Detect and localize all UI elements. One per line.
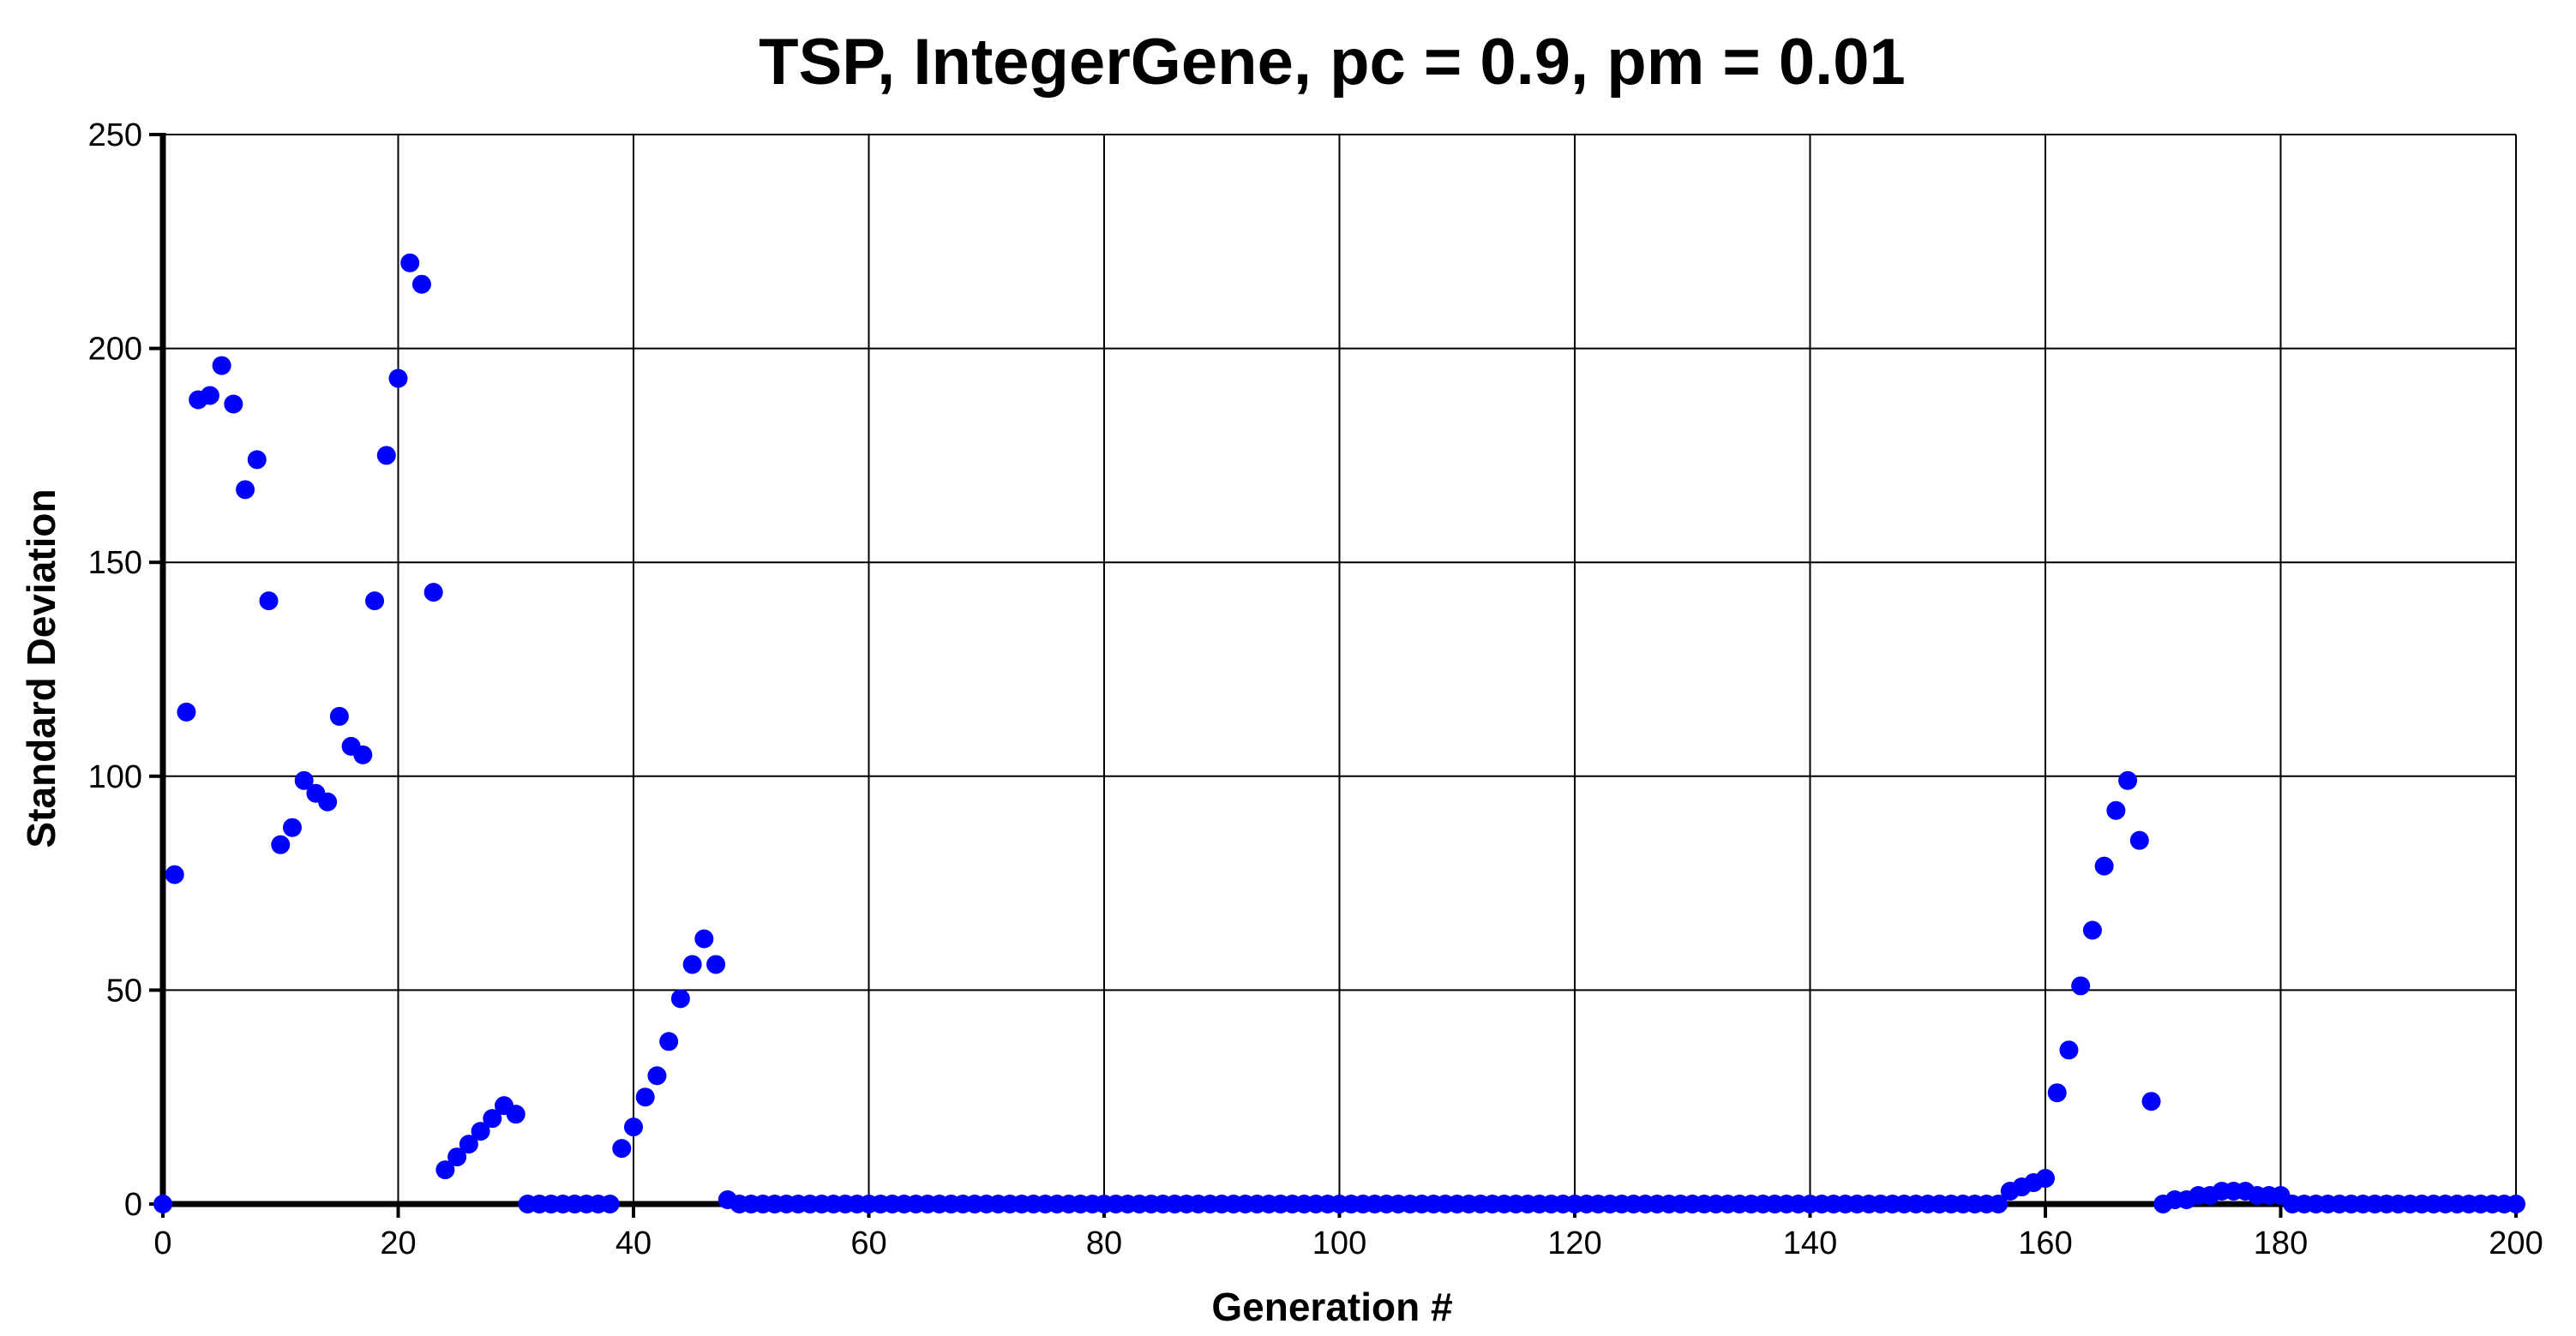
data-point: [271, 835, 291, 854]
x-tick-label: 100: [1312, 1225, 1366, 1261]
axes: [159, 133, 2516, 1207]
x-tick-label: 160: [2018, 1225, 2072, 1261]
data-point: [2071, 976, 2091, 996]
data-point: [459, 1135, 478, 1154]
data-point: [2059, 1040, 2079, 1060]
data-point: [2129, 830, 2149, 850]
data-point: [247, 450, 267, 470]
data-point: [411, 274, 431, 294]
data-point: [2106, 800, 2126, 820]
data-point: [2094, 856, 2114, 876]
data-point: [259, 591, 279, 611]
y-tick-label: 100: [88, 759, 142, 795]
y-tick-label: 50: [106, 973, 142, 1009]
data-point: [659, 1032, 679, 1051]
data-point: [706, 955, 726, 974]
x-tick-label: 180: [2254, 1225, 2308, 1261]
y-tick-label: 150: [88, 545, 142, 581]
data-point: [1989, 1195, 2009, 1213]
chart-title: TSP, IntegerGene, pc = 0.9, pm = 0.01: [759, 26, 1906, 99]
x-tick-label: 200: [2489, 1225, 2543, 1261]
data-point: [447, 1147, 467, 1167]
data-point: [212, 356, 231, 375]
x-tick-label: 80: [1086, 1225, 1122, 1261]
data-point: [2507, 1195, 2525, 1213]
x-tick-label: 20: [380, 1225, 416, 1261]
data-point: [318, 792, 338, 812]
data-point: [694, 929, 714, 949]
data-point: [471, 1122, 490, 1141]
data-point: [506, 1105, 525, 1124]
y-axis-label: Standard Deviation: [19, 488, 63, 848]
y-tick-label: 200: [88, 332, 142, 368]
data-point: [353, 745, 373, 764]
data-point: [294, 770, 314, 790]
x-axis-ticks: 0 20 40 60 80 100 120 140 160 180 200: [153, 1204, 2543, 1261]
grid: [163, 134, 2517, 1204]
data-point: [624, 1117, 643, 1137]
x-tick-label: 60: [850, 1225, 886, 1261]
data-point: [483, 1109, 502, 1129]
y-axis-ticks: 0 50 100 150 200 250: [88, 117, 163, 1223]
data-point: [400, 253, 420, 273]
data-point: [282, 818, 302, 837]
data-point: [376, 446, 396, 465]
data-point: [670, 989, 690, 1009]
x-tick-label: 40: [615, 1225, 652, 1261]
x-tick-label: 140: [1783, 1225, 1837, 1261]
data-point: [153, 1195, 172, 1213]
x-tick-label: 120: [1547, 1225, 1601, 1261]
data-point: [2036, 1169, 2055, 1189]
data-point: [2118, 770, 2138, 790]
data-points: [153, 253, 2525, 1213]
data-point: [388, 368, 408, 388]
data-point: [423, 583, 443, 602]
data-point: [177, 702, 196, 722]
data-point: [236, 480, 255, 500]
y-tick-label: 250: [88, 117, 142, 153]
data-point: [635, 1087, 655, 1107]
data-point: [2141, 1092, 2161, 1111]
data-point: [435, 1160, 455, 1180]
data-point: [224, 394, 243, 414]
data-point: [200, 386, 219, 405]
x-tick-label: 0: [153, 1225, 171, 1261]
data-point: [329, 706, 349, 726]
data-point: [612, 1139, 632, 1159]
data-point: [647, 1066, 667, 1086]
data-point: [682, 955, 702, 974]
y-tick-label: 0: [124, 1187, 142, 1223]
data-point: [365, 591, 385, 611]
x-axis-label: Generation #: [1211, 1285, 1452, 1329]
data-point: [2082, 920, 2102, 940]
data-point: [165, 865, 184, 884]
data-point: [2047, 1083, 2067, 1103]
data-point: [600, 1195, 620, 1213]
